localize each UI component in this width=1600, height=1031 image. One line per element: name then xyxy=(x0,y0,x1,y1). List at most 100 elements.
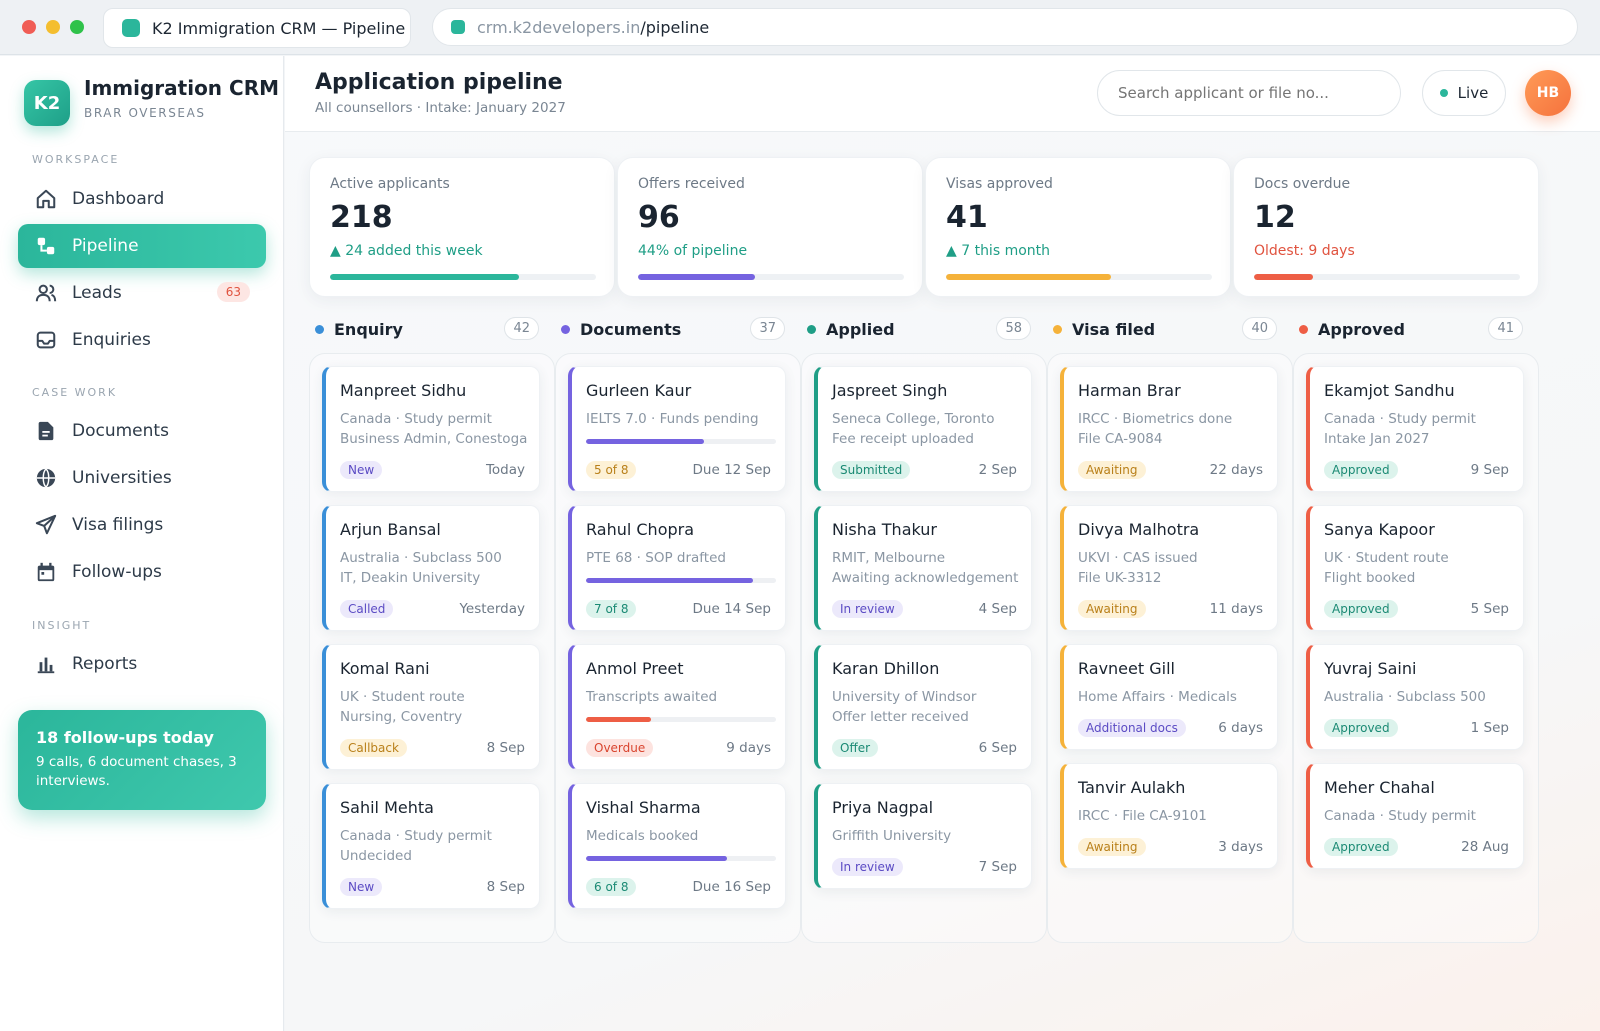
card-date: 9 days xyxy=(726,740,771,756)
applicant-name: Gurleen Kaur xyxy=(586,381,692,400)
sidebar-item-reports[interactable]: Reports xyxy=(18,642,266,686)
live-toggle[interactable]: Live xyxy=(1422,70,1506,116)
sidebar-item-enquiries[interactable]: Enquiries xyxy=(18,318,266,362)
applicant-card[interactable]: Nisha Thakur RMIT, Melbourne Awaiting ackn… xyxy=(814,505,1032,631)
applicant-detail: IRCC · File CA-9101 xyxy=(1078,808,1207,824)
stat-value: 41 xyxy=(946,200,988,235)
address-bar[interactable]: crm.k2developers.in/pipeline xyxy=(432,8,1578,46)
column-title: Documents xyxy=(580,319,682,339)
applicant-card[interactable]: Arjun Bansal Australia · Subclass 500 IT, … xyxy=(322,505,540,631)
maximize-window-button[interactable] xyxy=(70,20,84,34)
sidebar-item-dashboard[interactable]: Dashboard xyxy=(18,177,266,221)
stat-note: Oldest: 9 days xyxy=(1254,243,1355,259)
applicant-detail: Undecided xyxy=(340,848,412,864)
applicant-card[interactable]: Vishal Sharma Medicals booked 6 of 8 Due 16… xyxy=(568,783,786,909)
column-status-dot xyxy=(1053,324,1062,334)
applicant-card[interactable]: Yuvraj Saini Australia · Subclass 500 Appr… xyxy=(1306,644,1524,750)
column-header: Visa filed 40 xyxy=(1047,316,1285,342)
applicant-card[interactable]: Manpreet Sidhu Canada · Study permit Busin… xyxy=(322,366,540,492)
status-badge: In review xyxy=(832,600,903,618)
applicant-card[interactable]: Meher Chahal Canada · Study permit Approve… xyxy=(1306,763,1524,869)
applicant-detail: IELTS 7.0 · Funds pending xyxy=(586,411,759,427)
applicant-name: Karan Dhillon xyxy=(832,659,940,678)
stat-value: 96 xyxy=(638,200,680,235)
sidebar-item-documents[interactable]: Documents xyxy=(18,409,266,453)
calendar-icon xyxy=(34,560,58,584)
column-title: Visa filed xyxy=(1072,319,1156,339)
applicant-card[interactable]: Jaspreet Singh Seneca College, Toronto Fee… xyxy=(814,366,1032,492)
applicant-name: Nisha Thakur xyxy=(832,520,937,539)
applicant-name: Ravneet Gill xyxy=(1078,659,1175,678)
stat-value: 12 xyxy=(1254,200,1296,235)
close-window-button[interactable] xyxy=(22,20,36,34)
status-badge: Awaiting xyxy=(1078,461,1146,479)
applicant-name: Sanya Kapoor xyxy=(1324,520,1435,539)
sidebar-item-label: Dashboard xyxy=(72,189,165,209)
brand-name: Immigration CRM xyxy=(84,76,279,100)
stat-note: ▲ 24 added this week xyxy=(330,243,483,259)
applicant-detail: Offer letter received xyxy=(832,709,969,725)
applicant-name: Sahil Mehta xyxy=(340,798,434,817)
sidebar-item-label: Leads xyxy=(72,283,122,303)
applicant-card[interactable]: Komal Rani UK · Student route Nursing, Cov… xyxy=(322,644,540,770)
stat-value: 218 xyxy=(330,200,393,235)
applicant-name: Tanvir Aulakh xyxy=(1078,778,1186,797)
status-badge: Approved xyxy=(1324,600,1398,618)
column-status-dot xyxy=(561,324,570,334)
applicant-name: Anmol Preet xyxy=(586,659,684,678)
column-title: Enquiry xyxy=(334,319,403,339)
section-label-insight: INSIGHT xyxy=(32,619,92,632)
sidebar-item-leads[interactable]: Leads 63 xyxy=(18,271,266,315)
search-input[interactable] xyxy=(1097,70,1401,116)
applicant-card[interactable]: Sanya Kapoor UK · Student route Flight boo… xyxy=(1306,505,1524,631)
avatar[interactable]: HB xyxy=(1525,70,1571,116)
promo-title: 18 follow-ups today xyxy=(36,728,214,747)
tab-title: K2 Immigration CRM — Pipeline xyxy=(152,18,406,38)
applicant-card[interactable]: Karan Dhillon University of Windsor Offer … xyxy=(814,644,1032,770)
stat-progress-track xyxy=(946,274,1212,280)
sidebar-item-label: Enquiries xyxy=(72,330,151,350)
card-date: 6 Sep xyxy=(978,740,1017,756)
column-status-dot xyxy=(315,324,324,334)
applicant-detail: File UK-3312 xyxy=(1078,570,1162,586)
card-date: 7 Sep xyxy=(978,859,1017,875)
applicant-card[interactable]: Sahil Mehta Canada · Study permit Undecide… xyxy=(322,783,540,909)
stat-progress-track xyxy=(330,274,596,280)
applicant-card[interactable]: Harman Brar IRCC · Biometrics done File CA… xyxy=(1060,366,1278,492)
applicant-card[interactable]: Ekamjot Sandhu Canada · Study permit Intak… xyxy=(1306,366,1524,492)
column-status-dot xyxy=(1299,324,1308,334)
status-badge: 6 of 8 xyxy=(586,878,637,896)
applicant-name: Harman Brar xyxy=(1078,381,1181,400)
card-date: 8 Sep xyxy=(486,879,525,895)
document-progress-track xyxy=(586,439,776,444)
applicant-card[interactable]: Priya Nagpal Griffith University In review… xyxy=(814,783,1032,889)
sidebar-item-follow-ups[interactable]: Follow-ups xyxy=(18,550,266,594)
live-label: Live xyxy=(1457,84,1489,102)
sidebar-item-label: Universities xyxy=(72,468,172,488)
applicant-detail: Transcripts awaited xyxy=(586,689,718,705)
applicant-card[interactable]: Divya Malhotra UKVI · CAS issued File UK-3… xyxy=(1060,505,1278,631)
users-icon xyxy=(34,281,58,305)
minimize-window-button[interactable] xyxy=(46,20,60,34)
applicant-card[interactable]: Rahul Chopra PTE 68 · SOP drafted 7 of 8 Du… xyxy=(568,505,786,631)
logo[interactable]: K2 xyxy=(24,80,70,126)
browser-tab[interactable]: K2 Immigration CRM — Pipeline xyxy=(103,8,411,48)
sidebar-item-pipeline[interactable]: Pipeline xyxy=(18,224,266,268)
applicant-detail: UK · Student route xyxy=(1324,550,1449,566)
applicant-card[interactable]: Ravneet Gill Home Affairs · Medicals Addit… xyxy=(1060,644,1278,750)
column-count-badge: 42 xyxy=(504,317,539,340)
column-count-badge: 41 xyxy=(1488,317,1523,340)
sidebar-item-universities[interactable]: Universities xyxy=(18,456,266,500)
applicant-name: Priya Nagpal xyxy=(832,798,934,817)
follow-ups-promo-card[interactable]: 18 follow-ups today 9 calls, 6 document … xyxy=(18,710,266,810)
applicant-card[interactable]: Tanvir Aulakh IRCC · File CA-9101 Awaiting… xyxy=(1060,763,1278,869)
column-header: Applied 58 xyxy=(801,316,1039,342)
applicant-card[interactable]: Gurleen Kaur IELTS 7.0 · Funds pending 5 o… xyxy=(568,366,786,492)
favicon-icon xyxy=(122,19,140,37)
sidebar-item-label: Documents xyxy=(72,421,169,441)
card-date: Due 12 Sep xyxy=(692,462,771,478)
applicant-name: Manpreet Sidhu xyxy=(340,381,467,400)
applicant-card[interactable]: Anmol Preet Transcripts awaited Overdue 9 d… xyxy=(568,644,786,770)
send-icon xyxy=(34,513,58,537)
sidebar-item-visa-filings[interactable]: Visa filings xyxy=(18,503,266,547)
